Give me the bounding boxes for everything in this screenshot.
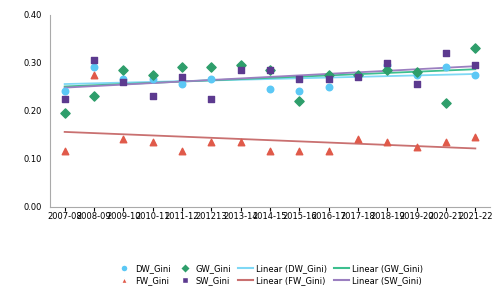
Point [120,77,128,82]
Point [120,68,128,72]
Point [472,46,480,51]
Point [236,63,244,68]
Point [60,149,68,154]
Point [324,77,332,82]
Point [90,58,98,63]
Point [324,84,332,89]
Point [412,70,420,75]
Point [354,72,362,77]
Point [324,149,332,154]
Point [178,65,186,70]
Point [442,101,450,106]
Point [148,140,156,144]
Point [266,68,274,72]
Point [148,72,156,77]
Point [412,144,420,149]
Point [208,96,216,101]
Point [90,72,98,77]
Point [442,65,450,70]
Point [148,77,156,82]
Point [472,63,480,68]
Point [384,60,392,65]
Point [354,137,362,142]
Point [208,140,216,144]
Point [60,96,68,101]
Point [178,82,186,87]
Point [354,75,362,79]
Point [148,94,156,99]
Point [384,68,392,72]
Point [296,149,304,154]
Point [90,94,98,99]
Point [384,63,392,68]
Point [412,82,420,87]
Point [296,89,304,94]
Point [442,51,450,55]
Legend: DW_Gini, FW_Gini, GW_Gini, SW_Gini, Linear (DW_Gini), Linear (FW_Gini), Linear (: DW_Gini, FW_Gini, GW_Gini, SW_Gini, Line… [116,264,424,285]
Point [412,72,420,77]
Point [266,87,274,91]
Point [120,137,128,142]
Point [236,68,244,72]
Point [266,149,274,154]
Point [442,140,450,144]
Point [178,75,186,79]
Point [208,65,216,70]
Point [236,140,244,144]
Point [324,72,332,77]
Point [60,89,68,94]
Point [296,77,304,82]
Point [472,135,480,139]
Point [208,77,216,82]
Point [384,140,392,144]
Point [354,72,362,77]
Point [90,65,98,70]
Point [120,80,128,84]
Point [472,72,480,77]
Point [296,99,304,104]
Point [266,68,274,72]
Point [178,149,186,154]
Point [60,111,68,115]
